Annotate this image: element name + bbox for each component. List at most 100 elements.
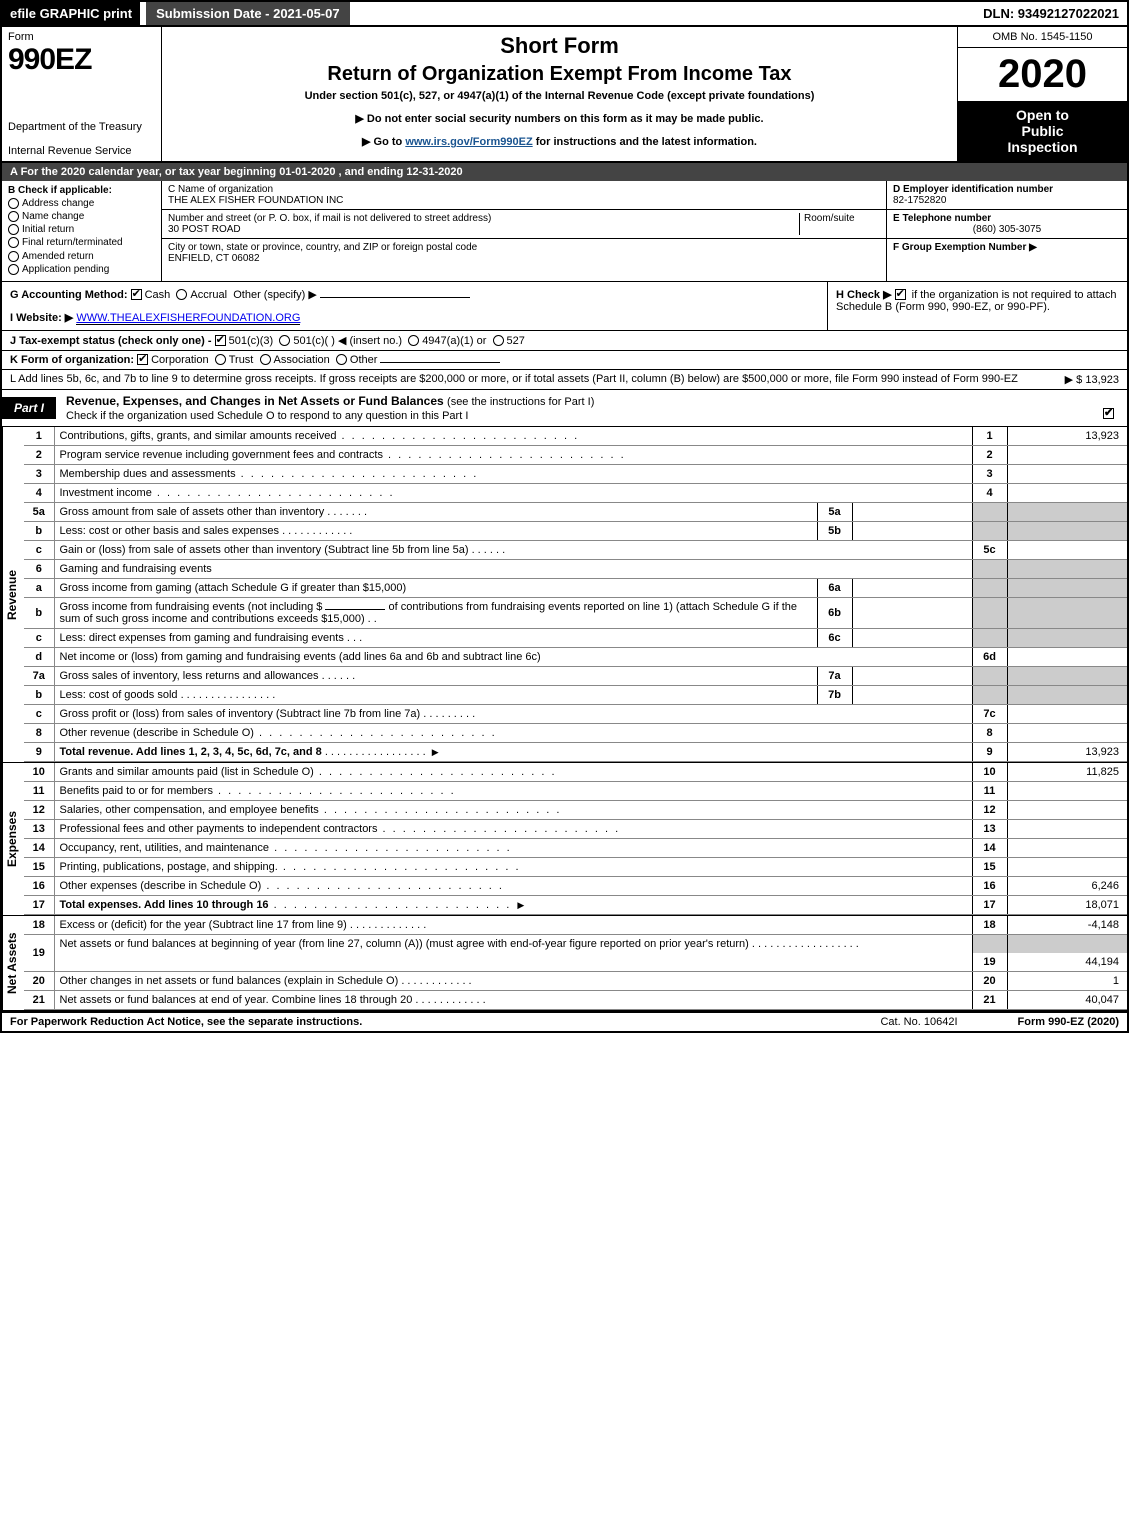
line-21-num: 21 bbox=[24, 990, 54, 1009]
line-3-val bbox=[1007, 464, 1127, 483]
line-13: 13 Professional fees and other payments … bbox=[24, 819, 1127, 838]
line-6b: b Gross income from fundraising events (… bbox=[24, 597, 1127, 628]
line-6d-rn: 6d bbox=[972, 647, 1007, 666]
k-trust-radio[interactable] bbox=[215, 354, 226, 365]
k-assoc-radio[interactable] bbox=[260, 354, 271, 365]
line-20-val: 1 bbox=[1007, 971, 1127, 990]
final-return-radio[interactable] bbox=[8, 237, 19, 248]
return-title: Return of Organization Exempt From Incom… bbox=[172, 63, 947, 86]
section-b-label: B Check if applicable: bbox=[8, 185, 155, 196]
line-5b: b Less: cost or other basis and sales ex… bbox=[24, 521, 1127, 540]
line-10-rn: 10 bbox=[972, 763, 1007, 782]
k-other-input[interactable] bbox=[380, 362, 500, 363]
line-21-desc: Net assets or fund balances at end of ye… bbox=[60, 994, 413, 1006]
submission-date: Submission Date - 2021-05-07 bbox=[146, 2, 350, 25]
i-label: I Website: ▶ bbox=[10, 312, 73, 324]
line-6d-desc: Net income or (loss) from gaming and fun… bbox=[60, 651, 541, 663]
amended-return-label: Amended return bbox=[22, 251, 94, 262]
line-6-rn-shaded bbox=[972, 559, 1007, 578]
k-corp-checkbox[interactable] bbox=[137, 354, 148, 365]
section-k: K Form of organization: Corporation Trus… bbox=[0, 351, 1129, 370]
line-5a-rn-shaded bbox=[972, 502, 1007, 521]
open-to: Open to bbox=[962, 107, 1123, 123]
k-label: K Form of organization: bbox=[10, 354, 134, 366]
address-change-radio[interactable] bbox=[8, 198, 19, 209]
name-change-label: Name change bbox=[22, 211, 84, 222]
line-6c-rn-shaded bbox=[972, 628, 1007, 647]
info-block: B Check if applicable: Address change Na… bbox=[0, 181, 1129, 282]
efile-graphic-print[interactable]: efile GRAPHIC print bbox=[2, 2, 140, 25]
line-6c: c Less: direct expenses from gaming and … bbox=[24, 628, 1127, 647]
line-7c-num: c bbox=[24, 704, 54, 723]
line-11-desc: Benefits paid to or for members bbox=[60, 785, 213, 797]
line-6b-rv-shaded bbox=[1007, 597, 1127, 628]
line-6c-mv bbox=[852, 628, 972, 647]
line-14-num: 14 bbox=[24, 838, 54, 857]
line-1-desc: Contributions, gifts, grants, and simila… bbox=[60, 430, 337, 442]
line-19: 19 Net assets or fund balances at beginn… bbox=[24, 934, 1127, 953]
header-right: OMB No. 1545-1150 2020 Open to Public In… bbox=[957, 27, 1127, 161]
street-label: Number and street (or P. O. box, if mail… bbox=[168, 213, 491, 224]
form-ref: Form 990-EZ (2020) bbox=[1018, 1016, 1119, 1028]
line-6a-num: a bbox=[24, 578, 54, 597]
irs-link[interactable]: www.irs.gov/Form990EZ bbox=[405, 136, 532, 148]
org-name: THE ALEX FISHER FOUNDATION INC bbox=[168, 195, 343, 206]
line-6c-desc: Less: direct expenses from gaming and fu… bbox=[60, 632, 344, 644]
line-13-num: 13 bbox=[24, 819, 54, 838]
expenses-table: 10 Grants and similar amounts paid (list… bbox=[24, 763, 1127, 915]
line-5a-mv bbox=[852, 502, 972, 521]
line-19-num: 19 bbox=[24, 934, 54, 971]
line-20-num: 20 bbox=[24, 971, 54, 990]
j-501c-radio[interactable] bbox=[279, 335, 290, 346]
line-5c: c Gain or (loss) from sale of assets oth… bbox=[24, 540, 1127, 559]
line-18-rn: 18 bbox=[972, 916, 1007, 935]
phone-label: E Telephone number bbox=[893, 213, 991, 224]
line-5a-rv-shaded bbox=[1007, 502, 1127, 521]
line-5c-val bbox=[1007, 540, 1127, 559]
line-19-val: 44,194 bbox=[1007, 953, 1127, 972]
line-10-val: 11,825 bbox=[1007, 763, 1127, 782]
cash-checkbox[interactable] bbox=[131, 289, 142, 300]
line-7b-rv-shaded bbox=[1007, 685, 1127, 704]
k-other-radio[interactable] bbox=[336, 354, 347, 365]
ein-label: D Employer identification number bbox=[893, 184, 1053, 195]
initial-return-radio[interactable] bbox=[8, 224, 19, 235]
line-5b-mv bbox=[852, 521, 972, 540]
line-8-rn: 8 bbox=[972, 723, 1007, 742]
line-19-rv-shaded bbox=[1007, 934, 1127, 953]
j-4947-radio[interactable] bbox=[408, 335, 419, 346]
line-15: 15 Printing, publications, postage, and … bbox=[24, 857, 1127, 876]
line-6-num: 6 bbox=[24, 559, 54, 578]
line-10-num: 10 bbox=[24, 763, 54, 782]
line-15-num: 15 bbox=[24, 857, 54, 876]
j-527-radio[interactable] bbox=[493, 335, 504, 346]
line-20-rn: 20 bbox=[972, 971, 1007, 990]
part-1-schedule-o: Check if the organization used Schedule … bbox=[66, 410, 468, 422]
org-name-cell: C Name of organization THE ALEX FISHER F… bbox=[162, 181, 886, 210]
h-checkbox[interactable] bbox=[895, 289, 906, 300]
line-6a-mv bbox=[852, 578, 972, 597]
part-1-label: Part I bbox=[2, 397, 56, 419]
line-14-desc: Occupancy, rent, utilities, and maintena… bbox=[60, 842, 270, 854]
line-6b-num: b bbox=[24, 597, 54, 628]
other-specify-input[interactable] bbox=[320, 297, 470, 298]
line-6b-input[interactable] bbox=[325, 609, 385, 610]
line-7c-desc: Gross profit or (loss) from sales of inv… bbox=[60, 708, 421, 720]
line-17-desc: Total expenses. Add lines 10 through 16 bbox=[60, 899, 269, 911]
line-7a-rn-shaded bbox=[972, 666, 1007, 685]
application-pending-label: Application pending bbox=[22, 264, 109, 275]
accrual-radio[interactable] bbox=[176, 289, 187, 300]
tax-year: 2020 bbox=[958, 48, 1127, 101]
line-21-val: 40,047 bbox=[1007, 990, 1127, 1009]
line-16-num: 16 bbox=[24, 876, 54, 895]
part-1-schedule-o-checkbox[interactable] bbox=[1103, 408, 1114, 419]
application-pending-radio[interactable] bbox=[8, 264, 19, 275]
line-6a: a Gross income from gaming (attach Sched… bbox=[24, 578, 1127, 597]
dept-treasury: Department of the Treasury bbox=[8, 121, 155, 133]
j-501c3-checkbox[interactable] bbox=[215, 335, 226, 346]
amended-return-radio[interactable] bbox=[8, 251, 19, 262]
paperwork-notice: For Paperwork Reduction Act Notice, see … bbox=[10, 1016, 362, 1028]
name-change-radio[interactable] bbox=[8, 211, 19, 222]
website-link[interactable]: WWW.THEALEXFISHERFOUNDATION.ORG bbox=[76, 312, 300, 325]
line-1-val: 13,923 bbox=[1007, 427, 1127, 446]
